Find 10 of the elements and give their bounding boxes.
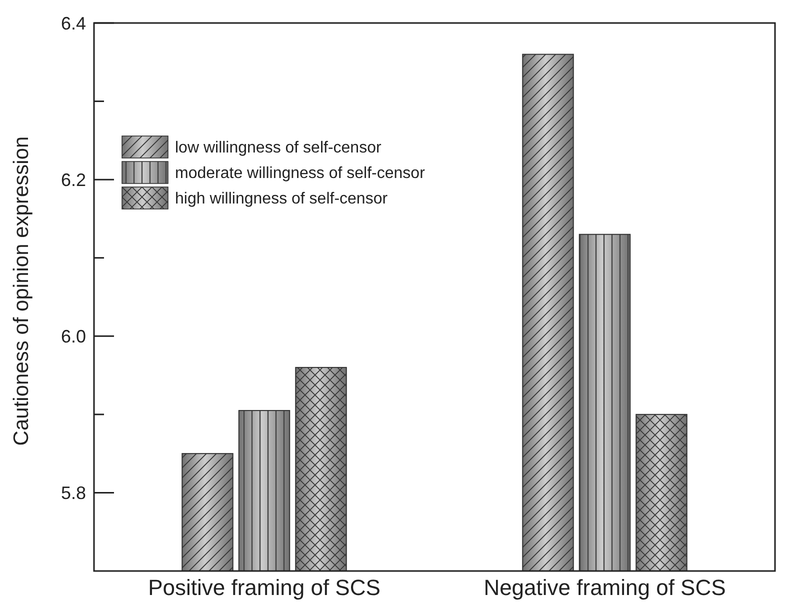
x-tick-label: Positive framing of SCS	[148, 575, 380, 600]
legend-label: low willingness of self-censor	[175, 140, 382, 157]
y-axis-title: Cautioness of opinion expression	[10, 136, 33, 446]
text: 6.0	[60, 326, 86, 346]
y-tick-label: 5.8	[60, 483, 86, 504]
x-tick-label: Negative framing of SCS	[484, 575, 726, 600]
legend-label: moderate willingness of self-censor	[175, 165, 426, 182]
y-tick-label: 6.2	[60, 170, 86, 190]
y-tick-label: 6.4	[60, 13, 86, 34]
legend-label: high willingness of self-censor	[175, 190, 388, 208]
